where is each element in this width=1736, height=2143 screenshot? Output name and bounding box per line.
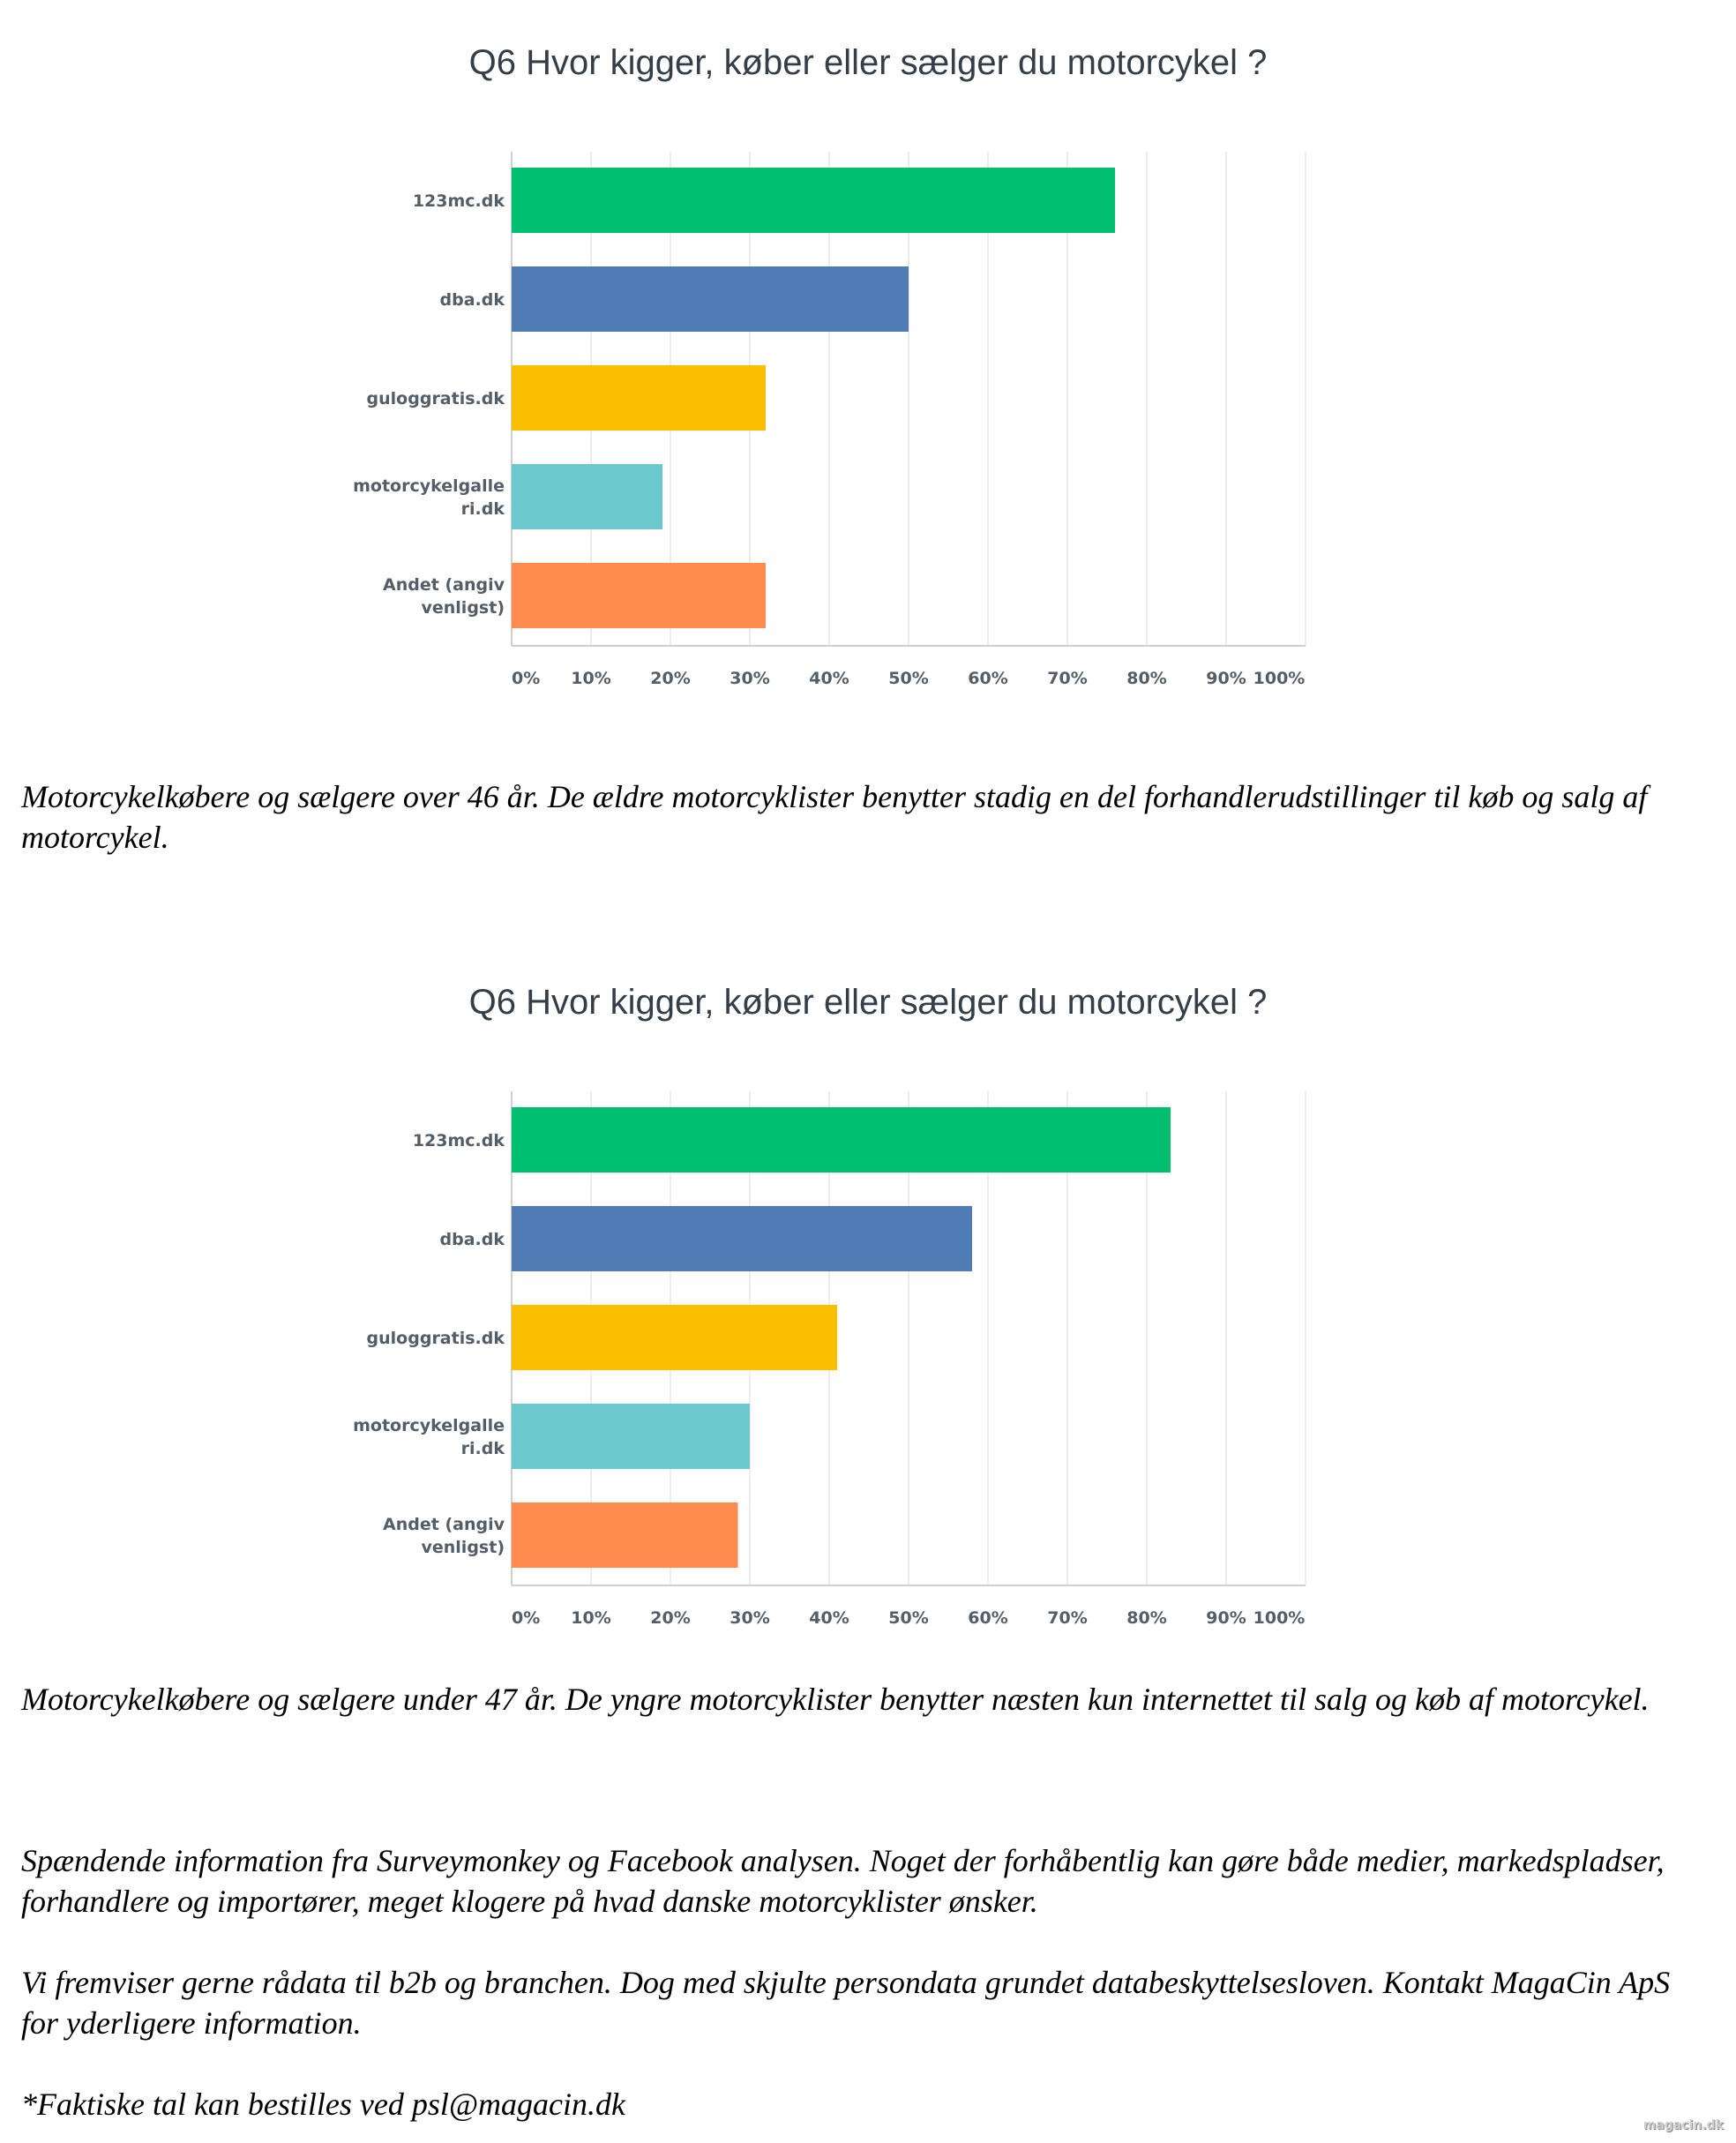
category-label: motorcykelgalle ri.dk — [353, 1416, 505, 1458]
x-tick-label: 80% — [1126, 669, 1166, 688]
x-tick-label: 90% — [1206, 669, 1246, 688]
x-tick-label: 10% — [571, 669, 610, 688]
category-label: dba.dk — [440, 290, 505, 310]
x-tick-label: 30% — [730, 669, 769, 688]
bar — [512, 1305, 837, 1370]
chart-svg-1: Q6 Hvor kigger, køber eller sælger du mo… — [353, 43, 1306, 688]
bar — [512, 1206, 972, 1271]
category-label: dba.dk — [440, 1230, 505, 1249]
chart-svg-2: Q6 Hvor kigger, køber eller sælger du mo… — [353, 983, 1306, 1628]
x-tick-label: 40% — [809, 1608, 849, 1628]
x-tick-label: 100% — [1253, 669, 1306, 688]
x-tick-label: 50% — [888, 1608, 928, 1628]
chart-younger-riders: Q6 Hvor kigger, køber eller sælger du mo… — [0, 940, 1736, 1672]
x-tick-label: 100% — [1253, 1608, 1306, 1628]
category-label: guloggratis.dk — [367, 1329, 505, 1348]
x-tick-label: 70% — [1047, 669, 1087, 688]
info-paragraph: Spændende information fra Surveymonkey o… — [21, 1843, 1665, 1919]
x-tick-label: 70% — [1047, 1608, 1087, 1628]
x-tick-label: 20% — [650, 669, 690, 688]
rawdata-paragraph: Vi fremviser gerne rådata til b2b og bra… — [21, 1965, 1671, 2041]
caption-older-riders: Motorcykelkøbere og sælgere over 46 år. … — [21, 779, 1648, 855]
caption-younger-riders: Motorcykelkøbere og sælgere under 47 år.… — [21, 1682, 1650, 1717]
bar — [512, 365, 766, 431]
bar — [512, 1502, 738, 1568]
x-tick-label: 80% — [1126, 1608, 1166, 1628]
order-contact-line: *Faktiske tal kan bestilles ved psl@maga… — [21, 2087, 625, 2122]
bar — [512, 464, 662, 529]
x-tick-label: 40% — [809, 669, 849, 688]
x-tick-label: 20% — [650, 1608, 690, 1628]
category-label: motorcykelgalle ri.dk — [353, 476, 505, 519]
category-label: guloggratis.dk — [367, 389, 505, 408]
category-label: Andet (angiv venligst) — [383, 1515, 505, 1557]
watermark-logo: magacin.dk — [1642, 2118, 1724, 2132]
x-tick-label: 90% — [1206, 1608, 1246, 1628]
bar — [512, 168, 1115, 233]
bar — [512, 563, 766, 628]
x-tick-label: 50% — [888, 669, 928, 688]
bar — [512, 1404, 750, 1469]
x-tick-label: 60% — [968, 669, 1007, 688]
x-tick-label: 10% — [571, 1608, 610, 1628]
x-tick-label: 0% — [512, 1608, 540, 1628]
x-tick-label: 0% — [512, 669, 540, 688]
chart-older-riders: Q6 Hvor kigger, køber eller sælger du mo… — [0, 0, 1736, 732]
x-tick-label: 60% — [968, 1608, 1007, 1628]
category-label: Andet (angiv venligst) — [383, 575, 505, 618]
bar — [512, 1107, 1171, 1173]
bar — [512, 266, 909, 332]
category-label: 123mc.dk — [413, 1131, 505, 1150]
chart-title: Q6 Hvor kigger, køber eller sælger du mo… — [469, 983, 1268, 1022]
chart-title: Q6 Hvor kigger, køber eller sælger du mo… — [469, 43, 1268, 82]
x-tick-label: 30% — [730, 1608, 769, 1628]
category-label: 123mc.dk — [413, 191, 505, 211]
